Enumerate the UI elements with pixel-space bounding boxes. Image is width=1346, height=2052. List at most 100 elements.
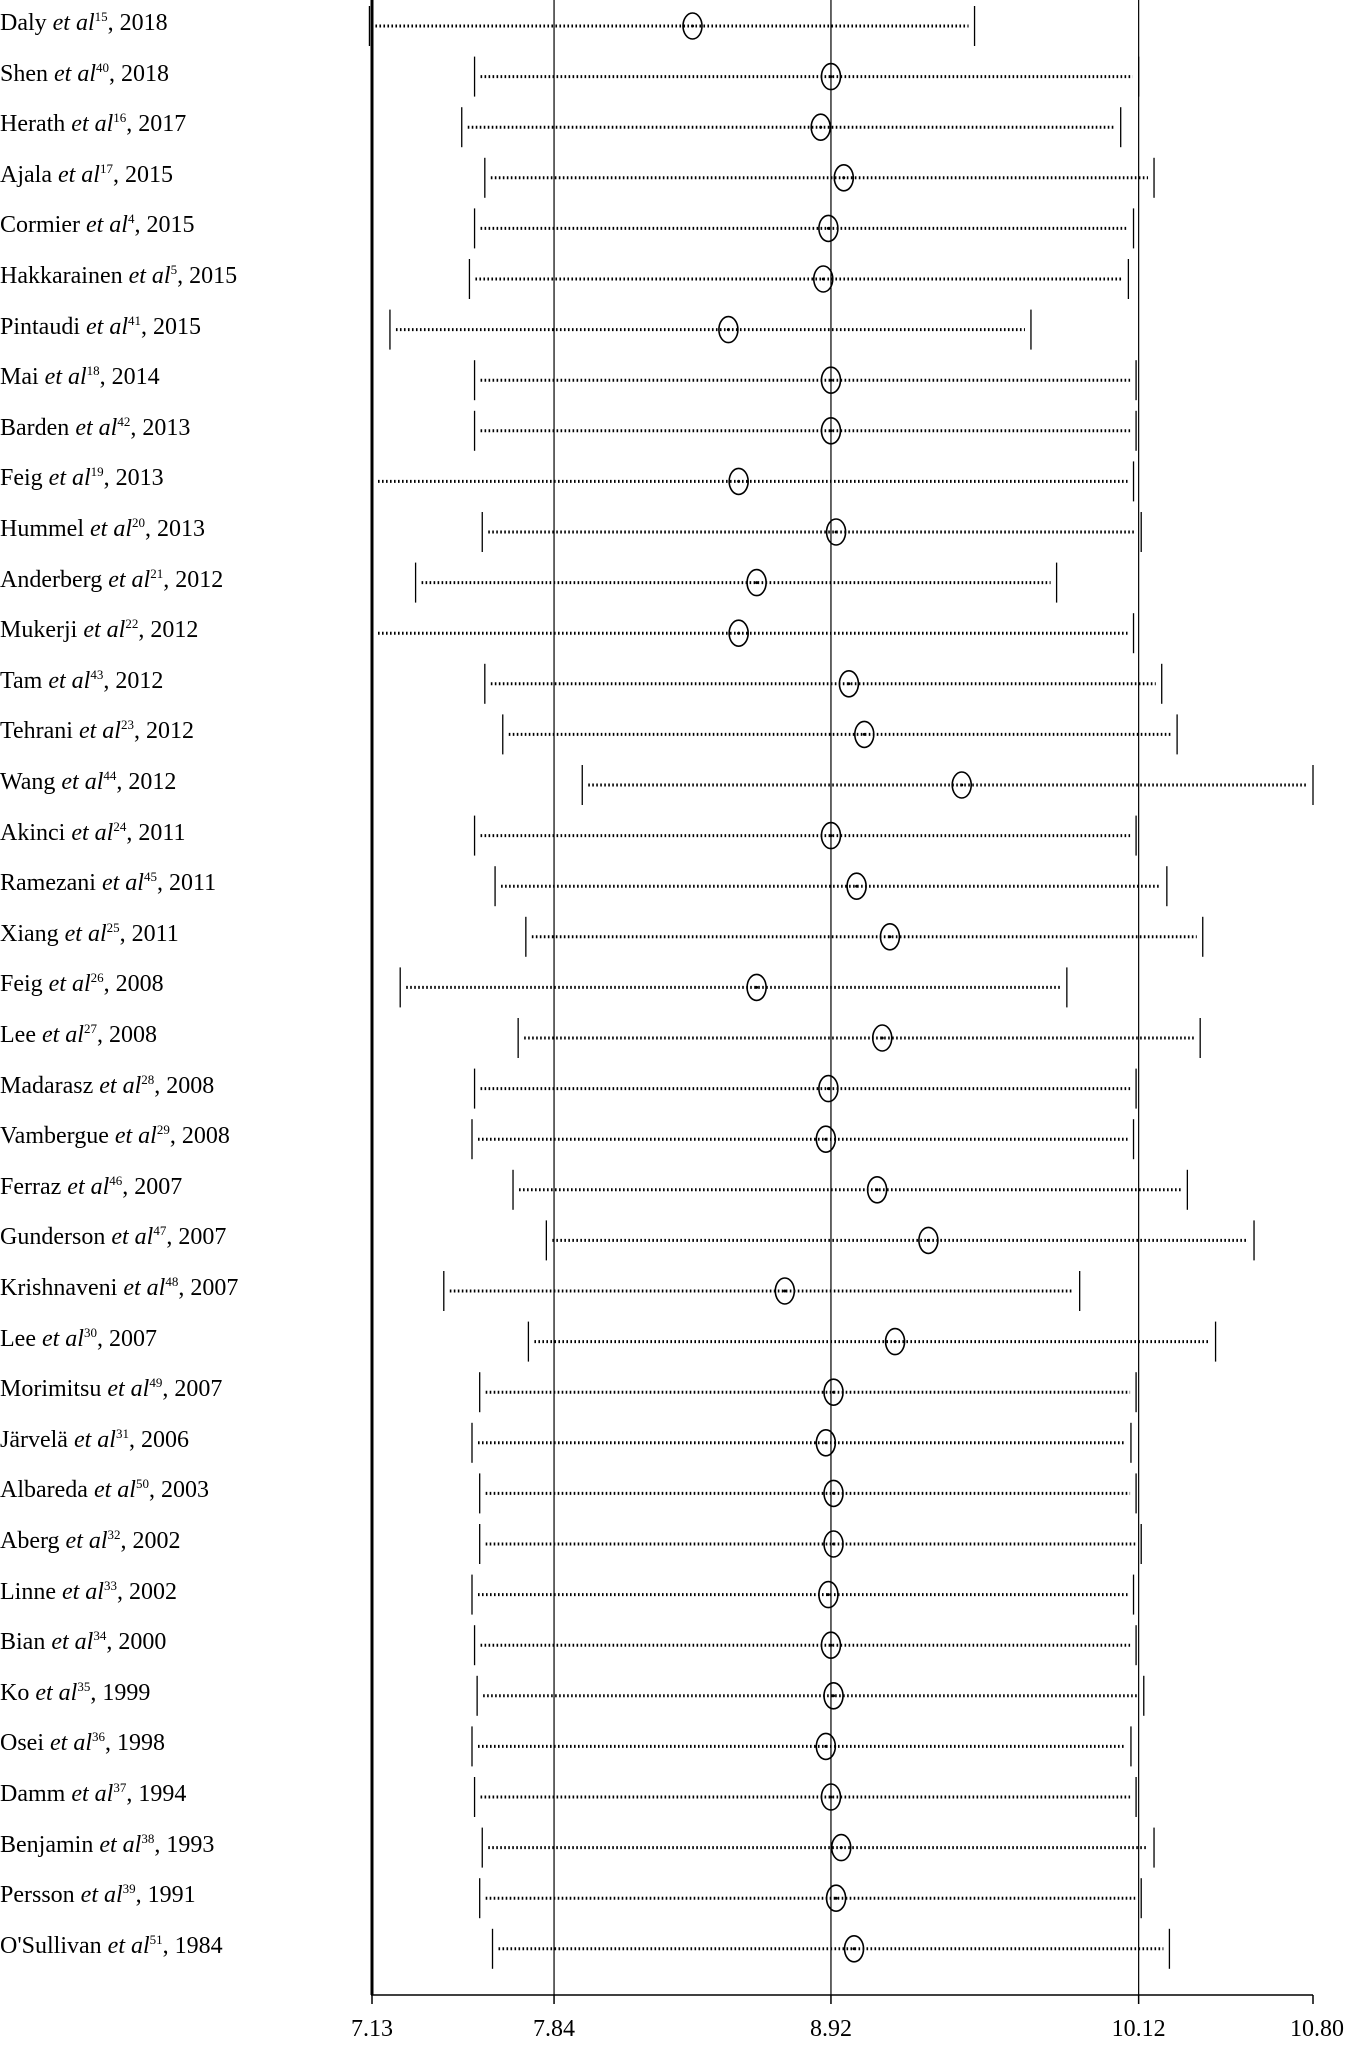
reference-number: 49 bbox=[149, 1375, 163, 1391]
study-year: 2018 bbox=[121, 60, 169, 87]
et-al-text: et al bbox=[114, 1123, 157, 1150]
point-estimate-dot bbox=[826, 226, 830, 230]
study-label: Persson et al39, 1991 bbox=[0, 1881, 196, 1909]
point-estimate-dot bbox=[829, 378, 833, 382]
point-estimate bbox=[918, 1226, 939, 1255]
point-estimate bbox=[728, 619, 749, 648]
point-estimate bbox=[820, 821, 842, 850]
study-row bbox=[525, 916, 1204, 957]
point-estimate-dot bbox=[832, 1491, 836, 1495]
study-year: 2008 bbox=[115, 971, 164, 998]
et-al-text: et al bbox=[99, 1072, 142, 1099]
label-separator: , bbox=[162, 1932, 175, 1959]
point-estimate bbox=[746, 568, 767, 597]
point-estimate bbox=[871, 1024, 893, 1052]
study-row bbox=[494, 866, 1168, 907]
study-label: Linne et al33, 2002 bbox=[0, 1578, 177, 1606]
study-year: 2012 bbox=[128, 769, 177, 796]
point-estimate bbox=[820, 1631, 842, 1659]
study-label: Mukerji et al22, 2012 bbox=[0, 616, 198, 644]
study-row bbox=[484, 157, 1155, 198]
reference-number: 37 bbox=[113, 1780, 127, 1796]
et-al-text: et al bbox=[73, 1426, 116, 1453]
reference-number: 25 bbox=[106, 919, 120, 935]
reference-number: 41 bbox=[128, 312, 142, 328]
point-estimate bbox=[825, 518, 847, 546]
et-al-text: et al bbox=[51, 1629, 94, 1656]
point-estimate-dot bbox=[755, 985, 759, 989]
reference-number: 42 bbox=[117, 413, 131, 429]
study-year: 1994 bbox=[138, 1781, 187, 1808]
study-year: 1984 bbox=[174, 1932, 223, 1959]
et-al-text: et al bbox=[41, 1325, 84, 1352]
point-estimate-dot bbox=[875, 1188, 879, 1192]
point-estimate bbox=[728, 467, 749, 496]
study-year: 2013 bbox=[157, 516, 205, 543]
point-estimate-dot bbox=[829, 1643, 833, 1647]
point-estimate-dot bbox=[842, 176, 846, 180]
label-separator: , bbox=[107, 10, 120, 37]
study-label: Benjamin et al38, 1993 bbox=[0, 1831, 214, 1859]
et-al-text: et al bbox=[111, 1224, 154, 1251]
study-label: Tam et al43, 2012 bbox=[0, 667, 163, 695]
study-year: 2015 bbox=[124, 161, 173, 188]
label-separator: , bbox=[130, 414, 143, 441]
point-estimate bbox=[879, 922, 901, 951]
study-year: 2007 bbox=[174, 1376, 223, 1403]
reference-number: 34 bbox=[93, 1628, 107, 1644]
study-row bbox=[581, 765, 1314, 805]
et-al-text: et al bbox=[71, 819, 114, 846]
label-separator: , bbox=[126, 111, 139, 138]
study-author: Aberg bbox=[0, 1528, 60, 1555]
study-year: 2012 bbox=[150, 617, 199, 644]
study-year: 2015 bbox=[189, 263, 238, 290]
study-row bbox=[473, 360, 1137, 401]
study-row bbox=[476, 1675, 1145, 1716]
point-estimate-dot bbox=[839, 1846, 843, 1850]
study-label: Hakkarainen et al5, 2015 bbox=[0, 262, 237, 290]
point-estimate-dot bbox=[855, 884, 859, 888]
point-estimate bbox=[825, 1884, 847, 1912]
point-estimate-dot bbox=[829, 834, 833, 838]
label-separator: , bbox=[120, 1528, 133, 1555]
study-year: 2008 bbox=[108, 1022, 157, 1049]
point-estimate-dot bbox=[829, 75, 833, 79]
label-separator: , bbox=[116, 1578, 129, 1605]
point-estimate-dot bbox=[737, 631, 741, 635]
et-al-text: et al bbox=[50, 1730, 92, 1757]
label-separator: , bbox=[112, 161, 125, 188]
study-author: Tehrani bbox=[0, 718, 73, 745]
study-author: Xiang bbox=[0, 920, 59, 947]
study-row bbox=[473, 1777, 1137, 1817]
point-estimate-dot bbox=[783, 1289, 787, 1293]
point-estimate bbox=[846, 872, 867, 901]
label-separator: , bbox=[135, 1882, 148, 1909]
point-estimate-dot bbox=[826, 1593, 830, 1597]
et-al-text: et al bbox=[44, 364, 87, 391]
study-label: Ramezani et al45, 2011 bbox=[0, 869, 216, 897]
study-author: Linne bbox=[0, 1578, 56, 1605]
et-al-text: et al bbox=[75, 414, 118, 441]
study-label: Tehrani et al23, 2012 bbox=[0, 718, 194, 746]
label-separator: , bbox=[99, 364, 112, 391]
reference-number: 27 bbox=[83, 1021, 97, 1037]
reference-number: 24 bbox=[113, 818, 127, 834]
et-al-text: et al bbox=[54, 60, 96, 87]
study-year: 2017 bbox=[138, 111, 187, 138]
et-al-text: et al bbox=[93, 1477, 136, 1504]
study-author: O'Sullivan bbox=[0, 1932, 102, 1959]
study-label: Daly et al15, 2018 bbox=[0, 9, 168, 37]
study-row bbox=[371, 613, 1135, 654]
study-label: Albareda et al50, 2003 bbox=[0, 1477, 209, 1505]
study-label: Barden et al42, 2013 bbox=[0, 414, 190, 442]
study-author: Tam bbox=[0, 667, 43, 694]
reference-number: 31 bbox=[115, 1425, 129, 1441]
study-author: Järvelä bbox=[0, 1426, 68, 1453]
et-al-text: et al bbox=[65, 1528, 108, 1555]
study-label: Ferraz et al46, 2007 bbox=[0, 1173, 182, 1201]
study-row bbox=[461, 107, 1122, 148]
study-author: Barden bbox=[0, 414, 70, 441]
x-tick-label: 7.13 bbox=[351, 2016, 393, 2042]
et-al-text: et al bbox=[128, 263, 171, 290]
point-estimate-dot bbox=[832, 1542, 836, 1546]
